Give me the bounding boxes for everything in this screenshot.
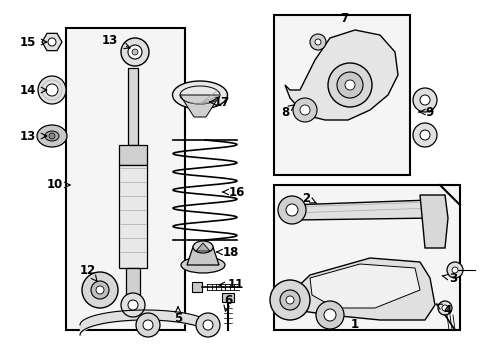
Text: 1: 1: [350, 319, 358, 332]
Circle shape: [269, 280, 309, 320]
Bar: [66, 28, 184, 330]
Text: 3: 3: [448, 271, 456, 284]
Circle shape: [324, 309, 335, 321]
Text: 6: 6: [224, 293, 232, 306]
Circle shape: [446, 262, 462, 278]
Circle shape: [437, 301, 451, 315]
Circle shape: [121, 293, 145, 317]
Ellipse shape: [181, 257, 224, 273]
Circle shape: [136, 313, 160, 337]
Circle shape: [280, 290, 299, 310]
Text: 16: 16: [228, 185, 244, 198]
Circle shape: [419, 95, 429, 105]
Text: 9: 9: [425, 105, 433, 118]
Circle shape: [278, 196, 305, 224]
Circle shape: [419, 130, 429, 140]
Polygon shape: [180, 95, 220, 117]
Bar: [119, 145, 147, 165]
Text: 5: 5: [174, 311, 182, 324]
Circle shape: [309, 34, 325, 50]
Circle shape: [196, 313, 220, 337]
Circle shape: [128, 45, 142, 59]
Circle shape: [203, 320, 213, 330]
Circle shape: [315, 301, 343, 329]
Ellipse shape: [172, 81, 227, 109]
Ellipse shape: [45, 131, 59, 141]
Bar: [126, 268, 140, 295]
Circle shape: [132, 49, 138, 55]
Text: 11: 11: [227, 279, 244, 292]
Polygon shape: [186, 247, 219, 265]
Circle shape: [46, 84, 58, 96]
Bar: [128, 68, 138, 145]
Circle shape: [48, 38, 56, 46]
Circle shape: [441, 305, 447, 311]
Circle shape: [327, 63, 371, 107]
Polygon shape: [282, 258, 434, 320]
Circle shape: [38, 76, 66, 104]
Circle shape: [299, 105, 309, 115]
Text: 18: 18: [223, 246, 239, 258]
Circle shape: [412, 88, 436, 112]
Circle shape: [285, 204, 297, 216]
Text: 8: 8: [280, 105, 288, 118]
Bar: [273, 15, 409, 175]
Circle shape: [314, 39, 320, 45]
Text: 13: 13: [102, 33, 118, 46]
Circle shape: [285, 296, 293, 304]
Text: 4: 4: [443, 303, 451, 316]
Text: 14: 14: [20, 84, 36, 96]
Bar: [273, 185, 459, 330]
Bar: [119, 165, 147, 268]
Polygon shape: [285, 30, 397, 120]
Circle shape: [128, 300, 138, 310]
Circle shape: [451, 267, 457, 273]
Polygon shape: [196, 243, 209, 251]
Polygon shape: [309, 264, 419, 308]
Circle shape: [49, 133, 55, 139]
Circle shape: [292, 98, 316, 122]
Circle shape: [82, 272, 118, 308]
Text: 13: 13: [20, 130, 36, 143]
Circle shape: [142, 320, 153, 330]
Bar: [222, 293, 234, 302]
Text: 10: 10: [47, 179, 63, 192]
Text: 2: 2: [301, 192, 309, 204]
Circle shape: [96, 286, 104, 294]
Text: 17: 17: [213, 95, 230, 108]
Polygon shape: [289, 200, 434, 220]
Circle shape: [336, 72, 362, 98]
Ellipse shape: [37, 125, 67, 147]
Circle shape: [412, 123, 436, 147]
Text: 12: 12: [80, 264, 96, 276]
Circle shape: [91, 281, 109, 299]
Bar: [192, 282, 202, 292]
Ellipse shape: [193, 241, 213, 253]
Circle shape: [121, 38, 149, 66]
Text: 7: 7: [339, 12, 347, 24]
Polygon shape: [419, 195, 447, 248]
Circle shape: [345, 80, 354, 90]
Text: 15: 15: [20, 36, 36, 49]
